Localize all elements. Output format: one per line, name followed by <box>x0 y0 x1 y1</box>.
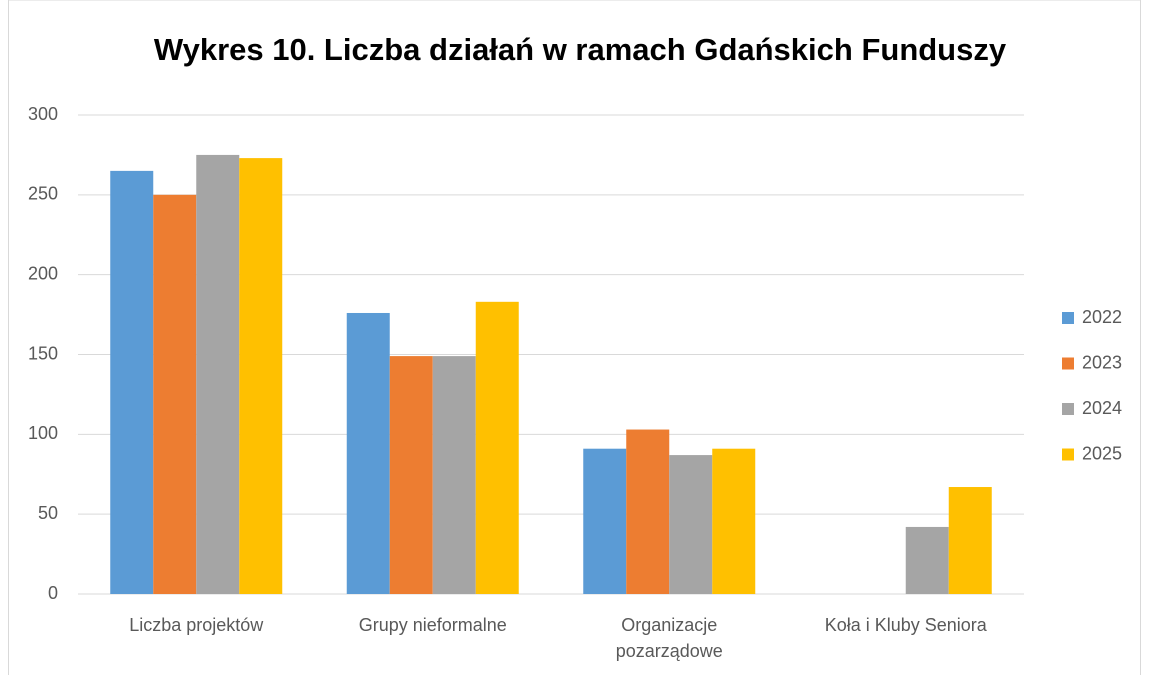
chart-border <box>8 0 1141 675</box>
bar <box>239 158 283 595</box>
y-tick-label: 150 <box>28 343 58 363</box>
legend-swatch <box>1062 312 1074 324</box>
bar <box>196 154 240 594</box>
y-tick-label: 300 <box>28 104 58 124</box>
bar <box>626 429 670 594</box>
y-tick-label: 200 <box>28 263 58 283</box>
legend-swatch <box>1062 403 1074 415</box>
legend-label: 2025 <box>1082 443 1122 463</box>
y-tick-label: 50 <box>38 503 58 523</box>
x-tick-label: Koła i Kluby Seniora <box>824 615 987 635</box>
bar <box>432 356 476 594</box>
bar <box>712 448 756 594</box>
x-tick-label: Grupy nieformalne <box>358 615 507 635</box>
legend-label: 2022 <box>1082 307 1122 327</box>
bar <box>110 170 154 594</box>
bar <box>669 455 713 594</box>
bar <box>948 487 992 594</box>
bar <box>905 526 949 594</box>
y-tick-label: 250 <box>28 184 58 204</box>
bar <box>583 448 627 594</box>
bar <box>153 194 197 595</box>
y-tick-label: 100 <box>28 423 58 443</box>
x-tick-label: Organizacje pozarządowe <box>615 615 723 661</box>
x-tick-label: Liczba projektów <box>129 615 264 635</box>
legend-label: 2024 <box>1082 398 1122 418</box>
y-tick-label: 0 <box>48 583 58 603</box>
bar <box>475 301 519 594</box>
chart-title: Wykres 10. Liczba działań w ramach Gdańs… <box>154 32 1007 67</box>
legend-swatch <box>1062 448 1074 461</box>
bar <box>346 312 390 594</box>
bar <box>389 356 433 594</box>
legend-label: 2023 <box>1082 352 1122 372</box>
legend-swatch <box>1062 357 1074 370</box>
